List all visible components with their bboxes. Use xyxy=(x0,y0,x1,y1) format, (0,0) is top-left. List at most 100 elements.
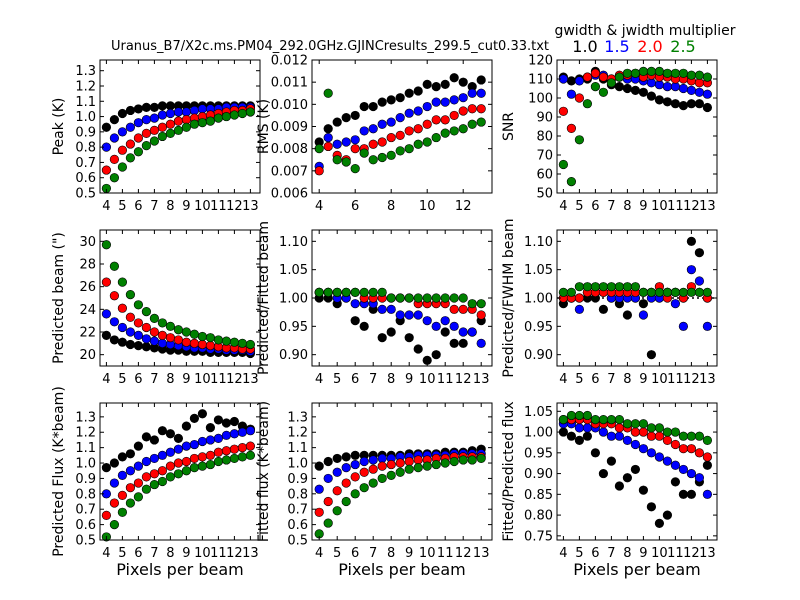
data-point xyxy=(386,293,396,303)
y-tick-label: 0.8 xyxy=(75,141,96,156)
y-tick-label: 0.75 xyxy=(524,529,553,544)
y-tick-label: 0.80 xyxy=(524,509,553,524)
data-point xyxy=(413,124,423,134)
data-point xyxy=(404,293,414,303)
data-point xyxy=(422,461,432,471)
data-point xyxy=(141,472,151,482)
data-point xyxy=(229,453,239,464)
data-point xyxy=(101,309,111,319)
data-point xyxy=(189,329,199,339)
data-point xyxy=(314,507,324,517)
data-point xyxy=(476,104,486,114)
x-tick-label: 12 xyxy=(683,546,700,561)
data-point xyxy=(413,106,423,116)
data-point xyxy=(566,410,577,421)
data-point xyxy=(574,76,585,86)
data-point xyxy=(558,287,569,297)
y-tick-label: 1.0 xyxy=(287,457,308,472)
data-point xyxy=(670,427,681,437)
data-point xyxy=(157,426,167,436)
subplot-8: 4 5 6 7 8 9 10 11 12 13 0.50.60.70.80.91.01.11.21.… xyxy=(256,401,493,579)
data-point xyxy=(117,322,127,333)
data-point xyxy=(395,458,405,468)
series-1.5 xyxy=(314,88,486,171)
data-point xyxy=(646,91,657,101)
data-point xyxy=(133,118,143,128)
data-point xyxy=(157,450,167,460)
data-point xyxy=(395,146,405,156)
data-point xyxy=(449,293,459,303)
y-tick-label: 1.2 xyxy=(287,426,308,441)
x-tick-label: 5 xyxy=(333,372,341,387)
x-tick-label: 13 xyxy=(242,372,259,387)
data-point xyxy=(229,416,239,427)
x-tick-label: 12 xyxy=(455,546,472,561)
data-point xyxy=(630,419,641,429)
data-point xyxy=(359,148,369,158)
data-point xyxy=(133,318,143,328)
y-tick-label: 0.9 xyxy=(287,472,308,487)
x-tick-label: 12 xyxy=(226,199,243,214)
data-point xyxy=(476,338,486,348)
data-point xyxy=(125,483,135,493)
data-point xyxy=(467,119,477,129)
data-point xyxy=(449,126,459,136)
data-point xyxy=(476,88,486,98)
x-tick-label: 4 xyxy=(315,199,323,214)
data-point xyxy=(449,110,459,121)
series-2.5 xyxy=(314,88,486,174)
x-tick-label: 4 xyxy=(559,372,567,387)
data-point xyxy=(590,68,601,78)
data-point xyxy=(694,70,705,80)
data-point xyxy=(449,338,459,348)
data-point xyxy=(476,310,486,320)
data-point xyxy=(622,435,633,445)
data-point xyxy=(458,455,468,465)
legend: 1.0 1.5 2.0 2.5 xyxy=(572,37,695,56)
data-point xyxy=(413,139,423,149)
y-tick-label: 20 xyxy=(79,348,96,363)
data-point xyxy=(574,435,585,445)
data-point xyxy=(141,484,151,494)
data-point xyxy=(702,489,713,499)
x-axis-label: Pixels per beam xyxy=(116,560,243,579)
data-point xyxy=(245,450,255,460)
data-point xyxy=(125,327,135,337)
data-point xyxy=(245,441,255,451)
data-point xyxy=(109,133,119,143)
y-tick-label: 1.1 xyxy=(287,441,308,456)
data-point xyxy=(157,122,167,132)
data-point xyxy=(149,327,159,337)
data-point xyxy=(458,106,468,116)
data-point xyxy=(213,113,223,123)
data-point xyxy=(431,350,441,360)
data-point xyxy=(574,93,585,103)
y-tick-label: 0.011 xyxy=(271,76,308,91)
data-point xyxy=(654,431,665,441)
data-point xyxy=(341,113,351,123)
data-point xyxy=(165,429,175,439)
x-tick-label: 4 xyxy=(559,199,567,214)
data-point xyxy=(101,165,111,175)
x-tick-label: 11 xyxy=(437,372,454,387)
data-point xyxy=(149,453,159,464)
data-point xyxy=(654,452,665,462)
data-point xyxy=(332,486,342,496)
data-point xyxy=(622,68,633,78)
x-tick-label: 13 xyxy=(473,546,490,561)
data-point xyxy=(662,68,673,78)
series-2.0 xyxy=(314,104,486,176)
data-point xyxy=(350,316,360,326)
axes-frame xyxy=(99,402,261,541)
x-tick-label: 9 xyxy=(182,546,190,561)
data-point xyxy=(678,444,689,454)
series-1.0 xyxy=(558,427,713,528)
x-tick-label: 4 xyxy=(559,546,567,561)
x-tick-label: 13 xyxy=(699,372,716,387)
data-point xyxy=(467,327,477,337)
data-point xyxy=(109,115,119,125)
data-point xyxy=(332,467,342,477)
y-tick-label: 30 xyxy=(79,235,96,250)
data-point xyxy=(449,321,459,331)
data-point xyxy=(386,117,396,127)
